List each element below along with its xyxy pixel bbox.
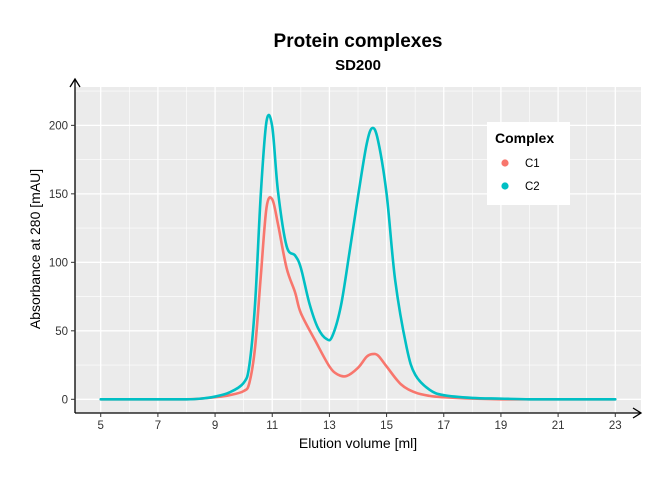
series-line-c2	[99, 113, 617, 401]
legend-label-c2: C2	[525, 181, 540, 193]
chart-subtitle: SD200	[335, 57, 381, 74]
x-axis-arrow	[632, 407, 643, 419]
y-axis-arrow	[69, 77, 81, 88]
y-tick-label: 50	[55, 326, 68, 338]
y-axis-title: Absorbance at 280 [mAU]	[27, 169, 43, 329]
x-tick-label: 13	[323, 420, 336, 432]
legend-label-c1: C1	[525, 158, 540, 170]
legend-key-c1	[501, 159, 509, 167]
x-tick-label: 11	[266, 420, 278, 432]
x-tick-label: 17	[437, 420, 450, 432]
legend-title: Complex	[495, 130, 554, 146]
x-tick-label: 5	[98, 420, 104, 432]
y-tick-label: 100	[49, 257, 68, 269]
y-tick-label: 200	[49, 120, 68, 132]
series-line-c1	[99, 196, 617, 401]
legend: Complex C1 C2	[487, 122, 570, 205]
legend-key-c2	[501, 182, 509, 190]
ticks: 5 7 9 11 13 15 17 19 21 23 0 50 100 150 200	[49, 120, 622, 432]
x-tick-label: 23	[609, 420, 622, 432]
y-tick-label: 0	[62, 394, 68, 406]
x-tick-label: 19	[495, 420, 508, 432]
series-layer	[99, 113, 617, 401]
x-tick-label: 21	[552, 420, 565, 432]
axes	[69, 77, 643, 419]
x-tick-label: 7	[155, 420, 161, 432]
x-axis-title: Elution volume [ml]	[299, 435, 417, 451]
y-tick-label: 150	[49, 189, 68, 201]
x-tick-label: 15	[380, 420, 393, 432]
chart-title: Protein complexes	[274, 31, 443, 52]
x-tick-label: 9	[212, 420, 218, 432]
legend-box	[487, 122, 570, 205]
